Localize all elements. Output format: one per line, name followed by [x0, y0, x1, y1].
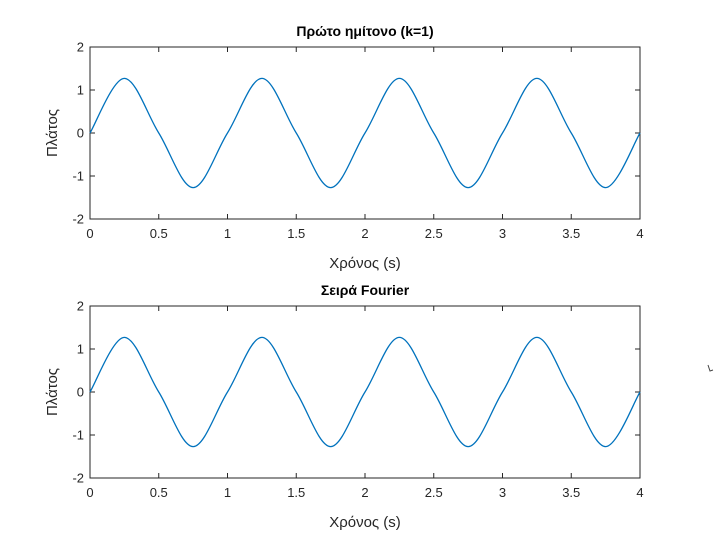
x-tick-label: 2 [361, 485, 368, 500]
y-tick-label: -1 [72, 169, 84, 184]
x-tick-label: 2 [361, 226, 368, 241]
subplot-1-ticks: 0 0.5 1 1.5 2 2.5 3 3.5 4 -2 -1 0 1 2 [72, 40, 643, 242]
subplot-1-title: Πρώτο ημίτονο (k=1) [296, 23, 433, 39]
x-tick-label: 2.5 [425, 485, 443, 500]
y-tick-label: 0 [77, 126, 84, 141]
subplot-2: Σειρά Fourier 0 0.5 1 1.5 2 2.5 3 3.5 4 -2 -1 0 1 2 Χ… [44, 282, 644, 531]
subplot-1-xlabel: Χρόνος (s) [329, 255, 401, 272]
subplot-1: Πρώτο ημίτονο (k=1) 0 0.5 1 1.5 2 2.5 3 3.5 4 -2 -… [44, 23, 644, 272]
y-tick-label: 1 [77, 342, 84, 357]
y-tick-label: 0 [77, 385, 84, 400]
x-tick-label: 3.5 [562, 485, 580, 500]
x-tick-label: 0 [86, 485, 93, 500]
y-tick-label: -2 [72, 471, 84, 486]
y-tick-label: -1 [72, 428, 84, 443]
subplot-2-ylabel: Πλάτος [44, 368, 61, 416]
x-tick-label: 0.5 [150, 485, 168, 500]
x-tick-label: 3.5 [562, 226, 580, 241]
x-tick-label: 3 [499, 485, 506, 500]
subplot-2-xlabel: Χρόνος (s) [329, 514, 401, 531]
subplot-2-title: Σειρά Fourier [321, 282, 410, 298]
y-tick-label: 2 [77, 40, 84, 55]
x-tick-label: 0 [86, 226, 93, 241]
x-tick-label: 1 [224, 226, 231, 241]
x-tick-label: 1.5 [287, 485, 305, 500]
x-tick-label: 1 [224, 485, 231, 500]
x-tick-label: 4 [636, 485, 643, 500]
x-tick-label: 4 [636, 226, 643, 241]
x-tick-label: 2.5 [425, 226, 443, 241]
x-tick-label: 3 [499, 226, 506, 241]
subplot-2-ticks: 0 0.5 1 1.5 2 2.5 3 3.5 4 -2 -1 0 1 2 [72, 299, 643, 501]
stray-mark-icon [707, 364, 714, 372]
subplot-1-ylabel: Πλάτος [44, 109, 61, 157]
subplot-1-series-line [89, 77, 641, 189]
x-tick-label: 0.5 [150, 226, 168, 241]
x-tick-label: 1.5 [287, 226, 305, 241]
y-tick-label: 1 [77, 83, 84, 98]
y-tick-label: -2 [72, 212, 84, 227]
subplot-2-series-line [89, 336, 641, 448]
y-tick-label: 2 [77, 299, 84, 314]
